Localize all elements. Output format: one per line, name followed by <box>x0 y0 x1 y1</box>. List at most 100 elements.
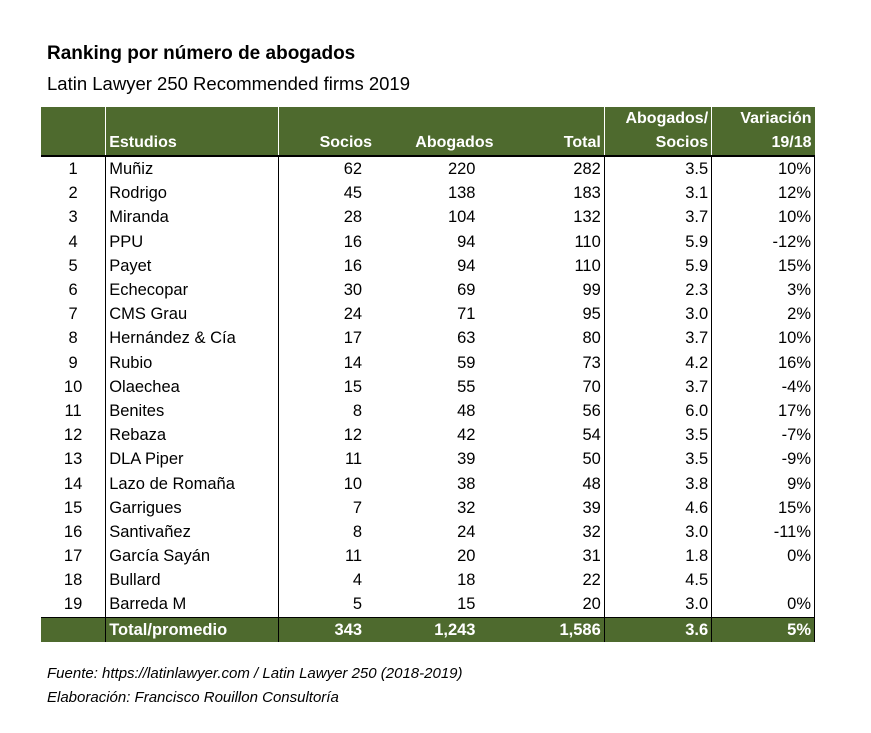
table-row: 1 Muñiz 62 220 282 3.5 10% <box>41 154 815 182</box>
cell-abogados: 94 <box>457 232 476 251</box>
table-row: 13 DLA Piper 11 39 50 3.5 -9% <box>41 447 815 472</box>
cell-rank: 8 <box>41 326 107 351</box>
table-row: 6 Echecopar 30 69 99 2.3 3% <box>41 277 815 303</box>
cell-rank: 10 <box>41 374 107 399</box>
cell-rank: 14 <box>41 471 107 496</box>
cell-abogados: 20 <box>457 547 476 566</box>
cell-variation: 10% <box>711 154 815 182</box>
cell-ratio: 4.6 <box>604 495 713 520</box>
cell-variation: -4% <box>711 374 815 399</box>
cell-variation: 3% <box>711 277 815 303</box>
cell-ratio: 2.3 <box>604 277 713 303</box>
table-row: 17 García Sayán 11 20 31 1.8 0% <box>41 544 815 569</box>
cell-ratio: 1.8 <box>604 544 713 569</box>
cell-ratio: 5.9 <box>604 253 713 278</box>
cell-rank: 12 <box>41 423 107 448</box>
cell-abogados: 18 <box>457 571 476 590</box>
cell-ratio: 3.0 <box>604 519 713 544</box>
cell-variation: 16% <box>711 350 815 375</box>
header-rank <box>41 107 107 156</box>
cell-abogados: 220 <box>380 154 508 182</box>
cell-firm-name: Santivañez <box>105 519 279 544</box>
cell-variation: -9% <box>711 447 815 472</box>
cell-firm-name: CMS Grau <box>105 302 279 327</box>
cell-ratio: 3.0 <box>604 592 713 618</box>
table-row: 8 Hernández & Cía 17 63 80 3.7 10% <box>41 326 815 351</box>
cell-firm-name: Rebaza <box>105 423 279 448</box>
cell-variation: 10% <box>711 205 815 230</box>
cell-firm-name: Barreda M <box>105 592 279 618</box>
cell-variation: 17% <box>711 398 815 424</box>
table-header: Estudios Socios Abogados Total Abogados/… <box>41 107 815 156</box>
cell-rank: 18 <box>41 568 107 593</box>
cell-firm-name: Payet <box>105 253 279 278</box>
cell-total: 282 <box>507 154 605 182</box>
cell-socios: 5 <box>352 595 363 614</box>
cell-ratio: 4.2 <box>604 350 713 375</box>
cell-firm-name: Rubio <box>105 350 279 375</box>
cell-firm-name: Muñiz <box>105 154 279 182</box>
cell-total: 80 <box>507 326 605 351</box>
totals-label: Total/promedio <box>105 616 279 642</box>
cell-rank: 15 <box>41 495 107 520</box>
header-ratio-line2: Socios <box>604 131 713 156</box>
cell-rank: 5 <box>41 253 107 278</box>
cell-abogados: 38 <box>457 474 476 493</box>
cell-total: 32 <box>507 519 605 544</box>
cell-total: 20 <box>507 592 605 618</box>
table-footer: Total/promedio 343 1,243 1,586 3.6 5% <box>41 616 815 642</box>
totals-ratio: 3.6 <box>604 616 713 642</box>
cell-abogados: 63 <box>457 329 476 348</box>
cell-variation: -12% <box>711 229 815 254</box>
cell-total: 99 <box>507 277 605 303</box>
cell-variation: -11% <box>711 519 815 544</box>
cell-total: 31 <box>507 544 605 569</box>
cell-rank: 1 <box>41 154 107 182</box>
cell-abogados: 55 <box>457 377 476 396</box>
cell-socios: 11 <box>344 450 363 469</box>
cell-ratio: 6.0 <box>604 398 713 424</box>
cell-rank: 2 <box>41 181 107 206</box>
cell-total: 110 <box>507 253 605 278</box>
cell-socios: 16 <box>343 256 363 275</box>
table-row: 10 Olaechea 15 55 70 3.7 -4% <box>41 374 815 399</box>
cell-rank: 13 <box>41 447 107 472</box>
table-body: 1 Muñiz 62 220 282 3.5 10% 2 Rodrigo 45 138 183 3.1 1… <box>41 154 815 618</box>
cell-total: 95 <box>507 302 605 327</box>
totals-socios: 343 <box>278 616 381 642</box>
table-row: 16 Santivañez 8 24 32 3.0 -11% <box>41 519 815 544</box>
cell-ratio: 3.7 <box>604 374 713 399</box>
cell-ratio: 5.9 <box>604 229 713 254</box>
cell-firm-name: Olaechea <box>105 374 279 399</box>
header-var-line1: Variación <box>711 107 815 131</box>
cell-total: 54 <box>507 423 605 448</box>
table-row: 14 Lazo de Romaña 10 38 48 3.8 9% <box>41 471 815 496</box>
table-row: 12 Rebaza 12 42 54 3.5 -7% <box>41 423 815 448</box>
cell-rank: 17 <box>41 544 107 569</box>
cell-variation: 0% <box>711 592 815 618</box>
cell-variation: 15% <box>711 253 815 278</box>
cell-rank: 16 <box>41 519 107 544</box>
cell-firm-name: Rodrigo <box>105 181 279 206</box>
totals-row: Total/promedio 343 1,243 1,586 3.6 5% <box>41 616 815 642</box>
cell-total: 22 <box>507 568 605 593</box>
cell-variation: 10% <box>711 326 815 351</box>
cell-total: 50 <box>507 447 605 472</box>
cell-ratio: 3.1 <box>604 181 713 206</box>
cell-abogados: 69 <box>457 281 476 300</box>
table-row: 11 Benites 8 48 56 6.0 17% <box>41 398 815 424</box>
ranking-table: Estudios Socios Abogados Total Abogados/… <box>41 107 815 642</box>
cell-abogados: 42 <box>457 426 476 445</box>
cell-ratio: 3.0 <box>604 302 713 327</box>
credit-line: Elaboración: Francisco Rouillon Consulto… <box>47 689 339 706</box>
cell-abogados: 71 <box>457 305 476 324</box>
table-row: 3 Miranda 28 104 132 3.7 10% <box>41 205 815 230</box>
cell-abogados: 94 <box>457 256 476 275</box>
cell-socios: 24 <box>343 305 363 324</box>
totals-rank <box>41 616 107 642</box>
cell-ratio: 3.5 <box>604 423 713 448</box>
cell-ratio: 3.7 <box>604 205 713 230</box>
table-row: 9 Rubio 14 59 73 4.2 16% <box>41 350 815 375</box>
cell-rank: 11 <box>41 398 107 424</box>
cell-socios: 8 <box>352 401 363 420</box>
